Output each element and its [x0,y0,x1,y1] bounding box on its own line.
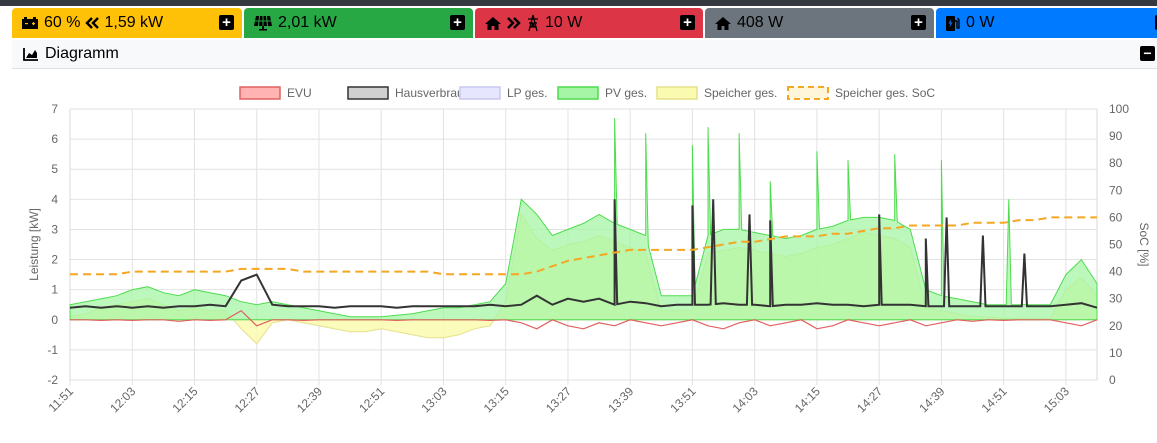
x-tick-label: 14:15 [792,384,823,415]
legend-swatch [787,86,829,100]
chart-area-icon [23,47,39,61]
expand-pv-button[interactable]: + [450,15,465,30]
y-tick-label: 6 [51,132,58,146]
battery-tile[interactable]: 60 % 1,59 kW + [12,8,242,38]
series-pv [69,117,1098,321]
status-tiles: 60 % 1,59 kW + 2,01 kW + 10 W + 408 W + [12,8,1157,38]
house-power: 408 W [737,14,784,31]
lp-tile[interactable]: 0 W + [936,8,1157,38]
pv-power: 2,01 kW [278,14,337,31]
x-tick-label: 12:51 [356,384,387,415]
legend-swatch [347,86,389,100]
y2-tick-label: 0 [1109,373,1116,387]
x-tick-label: 15:03 [1041,384,1072,415]
series-evu [70,309,1098,330]
legend-label: LP ges. [507,86,547,100]
expand-evu-button[interactable]: + [680,15,695,30]
y2-axis-title: SoC [%] [1137,222,1151,266]
y2-tick-label: 40 [1109,265,1123,279]
evu-power: 10 W [545,14,583,31]
expand-house-button[interactable]: + [911,15,926,30]
x-tick-label: 12:39 [294,384,325,415]
x-tick-label: 12:03 [107,384,138,415]
y2-tick-label: 10 [1109,346,1123,360]
x-tick-label: 13:39 [605,384,636,415]
series-soc [70,216,1097,276]
y-axis-title: Leistung [kW] [27,208,41,281]
y2-tick-label: 50 [1109,238,1123,252]
y2-tick-label: 60 [1109,210,1123,224]
x-tick-label: 14:03 [730,384,761,415]
y2-tick-label: 80 [1109,156,1123,170]
x-tick-label: 13:15 [481,384,512,415]
home-icon [484,16,502,31]
y2-tick-label: 90 [1109,129,1123,143]
y2-tick-label: 70 [1109,183,1123,197]
legend-label: Speicher ges. [704,86,777,100]
legend-label: PV ges. [605,86,647,100]
grid-pylon-icon [526,14,540,32]
pv-tile[interactable]: 2,01 kW + [244,8,473,38]
legend-label: Hausverbrauch [395,86,476,100]
chart-container: -2 -1 0 1 2 3 4 5 6 7 0 10 20 30 40 50 60 70 80 90 100 11:51 1… [12,70,1157,438]
solar-panel-icon [253,15,273,31]
y-tick-label: -1 [47,343,58,357]
battery-power: 1,59 kW [104,14,164,31]
expand-lp-button[interactable]: + [1155,15,1157,30]
angles-right-icon [507,17,521,29]
y-tick-label: 2 [51,253,58,267]
y-tick-label: -2 [47,373,58,387]
card-title: Diagramm [45,45,119,62]
charging-station-icon [945,15,961,32]
collapse-chart-button[interactable]: − [1140,46,1155,61]
x-tick-label: 14:51 [979,384,1010,415]
legend-label: EVU [287,86,312,100]
legend-swatch [459,86,501,100]
chart-card-header: Diagramm − [12,40,1157,69]
x-tick-label: 13:03 [418,384,449,415]
y-tick-label: 0 [51,313,58,327]
lp-power: 0 W [966,14,995,31]
battery-soc: 60 % [44,14,81,31]
car-battery-icon [21,16,39,30]
legend-swatch [239,86,281,100]
y-tick-label: 4 [51,192,58,206]
x-tick-label: 14:27 [854,384,885,415]
y-tick-label: 3 [51,222,58,236]
series-hausverbrauch [69,199,1098,309]
home-icon [714,16,732,31]
evu-tile[interactable]: 10 W + [475,8,703,38]
legend-swatch [557,86,599,100]
y2-tick-label: 20 [1109,319,1123,333]
legend-label: Speicher ges. SoC [835,86,935,100]
top-navbar-edge [0,0,1157,6]
expand-battery-button[interactable]: + [219,15,234,30]
house-tile[interactable]: 408 W + [705,8,934,38]
y-tick-label: 5 [51,162,58,176]
x-tick-label: 13:51 [667,384,698,415]
legend-swatch [656,86,698,100]
y2-tick-label: 100 [1109,102,1129,116]
y2-tick-label: 30 [1109,292,1123,306]
x-tick-label: 12:15 [169,384,200,415]
y-tick-label: 7 [51,102,58,116]
angles-left-icon [85,17,100,29]
y-tick-label: 1 [51,283,58,297]
x-tick-label: 12:27 [232,384,263,415]
x-tick-label: 14:39 [916,384,947,415]
x-tick-label: 13:27 [543,384,574,415]
x-tick-label: 11:51 [46,384,77,415]
